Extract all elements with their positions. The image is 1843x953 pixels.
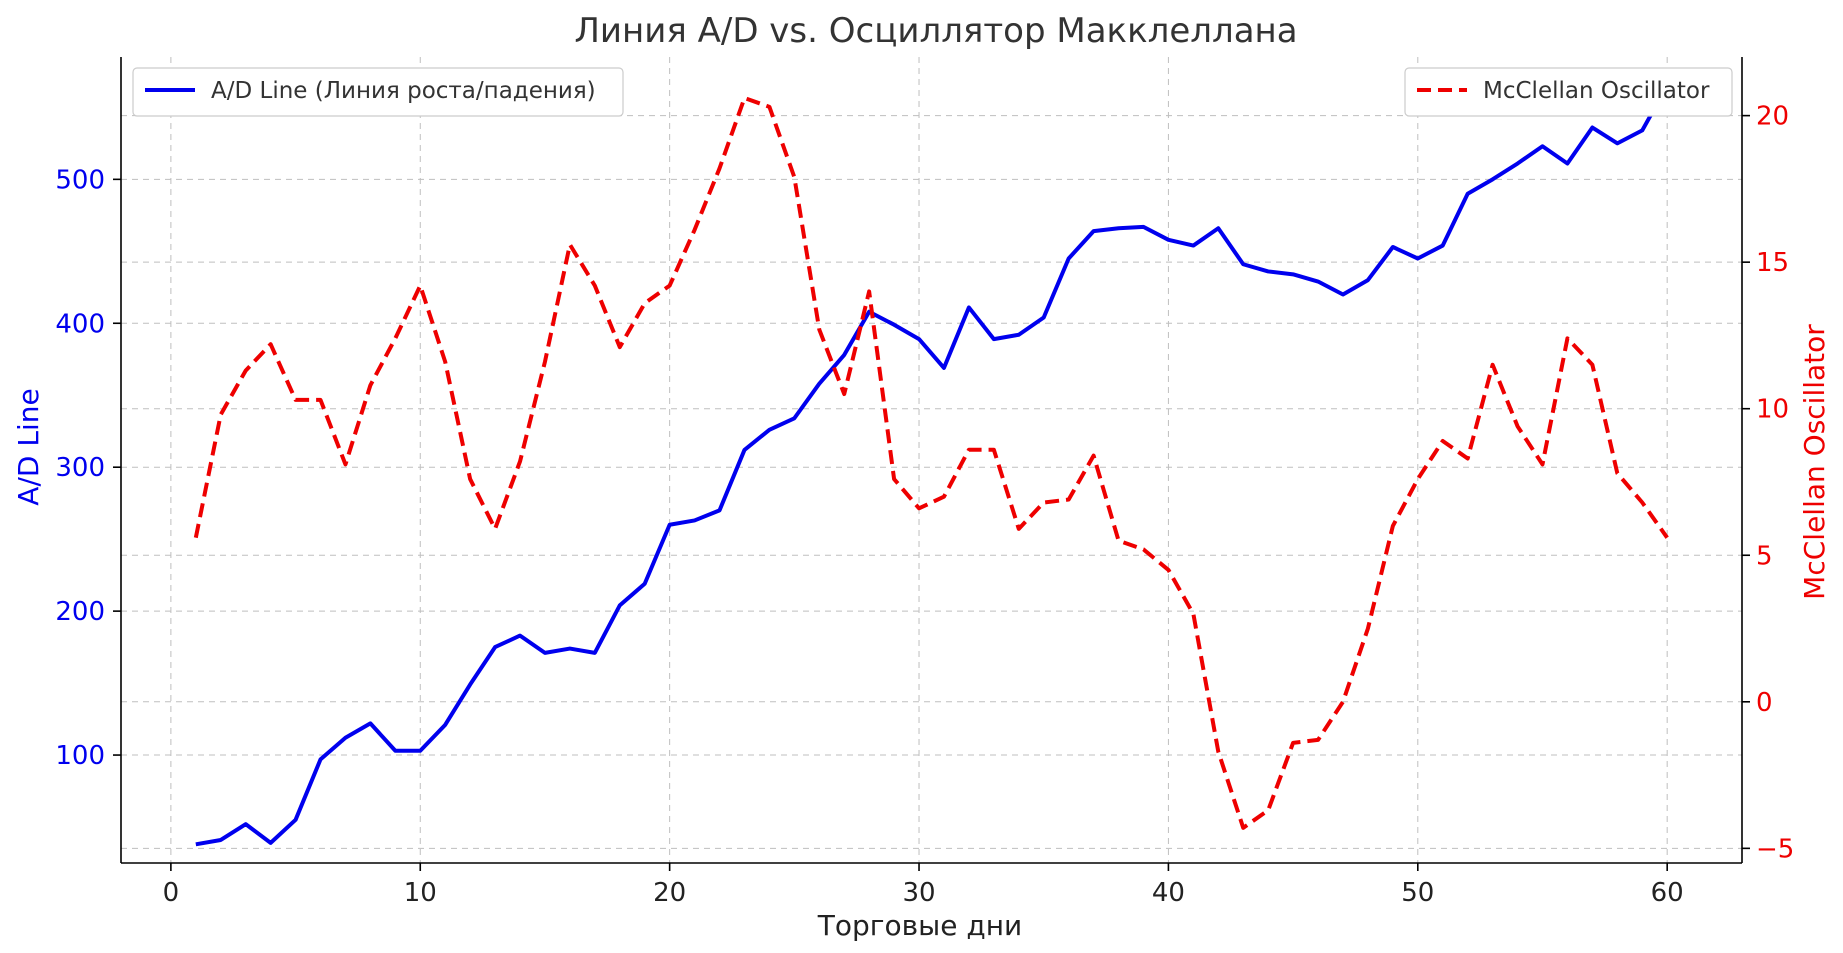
x-tick-label-20: 20 bbox=[653, 878, 686, 908]
x-tick-label-50: 50 bbox=[1401, 878, 1434, 908]
x-axis-label: Торговые дни bbox=[817, 909, 1022, 942]
legend-right-frame bbox=[1404, 67, 1733, 117]
legend-right: McClellan Oscillator bbox=[1404, 67, 1733, 117]
series-layer bbox=[193, 84, 1669, 847]
series-line-ad-line bbox=[195, 84, 1669, 847]
x-tick-label-30: 30 bbox=[902, 878, 935, 908]
legend-left-frame bbox=[132, 67, 624, 117]
y-left-tick-label-100: 100 bbox=[55, 741, 105, 771]
legend-left: A/D Line (Линия роста/падения) bbox=[132, 67, 624, 117]
legend-right-label: McClellan Oscillator bbox=[1483, 78, 1710, 104]
series-line-mcclellan-oscillator bbox=[193, 96, 1669, 830]
y-right-tick-label-20: 20 bbox=[1756, 102, 1789, 132]
axes bbox=[120, 57, 1743, 864]
y-left-tick-label-200: 200 bbox=[55, 597, 105, 627]
x-tick-label-60: 60 bbox=[1651, 878, 1684, 908]
y-axis-right-label: McClellan Oscillator bbox=[1798, 324, 1831, 600]
y-right-tick-label-5: 5 bbox=[1756, 541, 1773, 571]
x-tick-label-0: 0 bbox=[163, 878, 180, 908]
y-right-tick-label-0: 0 bbox=[1756, 688, 1773, 718]
y-axis-left-label: A/D Line bbox=[12, 388, 45, 505]
y-left-tick-label-400: 400 bbox=[55, 309, 105, 339]
x-tick-label-40: 40 bbox=[1152, 878, 1185, 908]
y-right-tick-label-15: 15 bbox=[1756, 248, 1789, 278]
y-right-tick-label-10: 10 bbox=[1756, 395, 1789, 425]
y-left-tick-label-300: 300 bbox=[55, 453, 105, 483]
y-left-tick-label-500: 500 bbox=[55, 165, 105, 195]
ticks: 0 10 20 30 40 50 60 100 200 300 400 500 −5 0 5 10 15 20 bbox=[55, 102, 1794, 908]
legend-left-label: A/D Line (Линия роста/падения) bbox=[211, 78, 596, 104]
grid bbox=[121, 57, 1742, 863]
x-tick-label-10: 10 bbox=[404, 878, 437, 908]
y-right-tick-label--5: −5 bbox=[1756, 834, 1794, 864]
chart-title: Линия A/D vs. Осциллятор Макклеллана bbox=[574, 11, 1297, 51]
